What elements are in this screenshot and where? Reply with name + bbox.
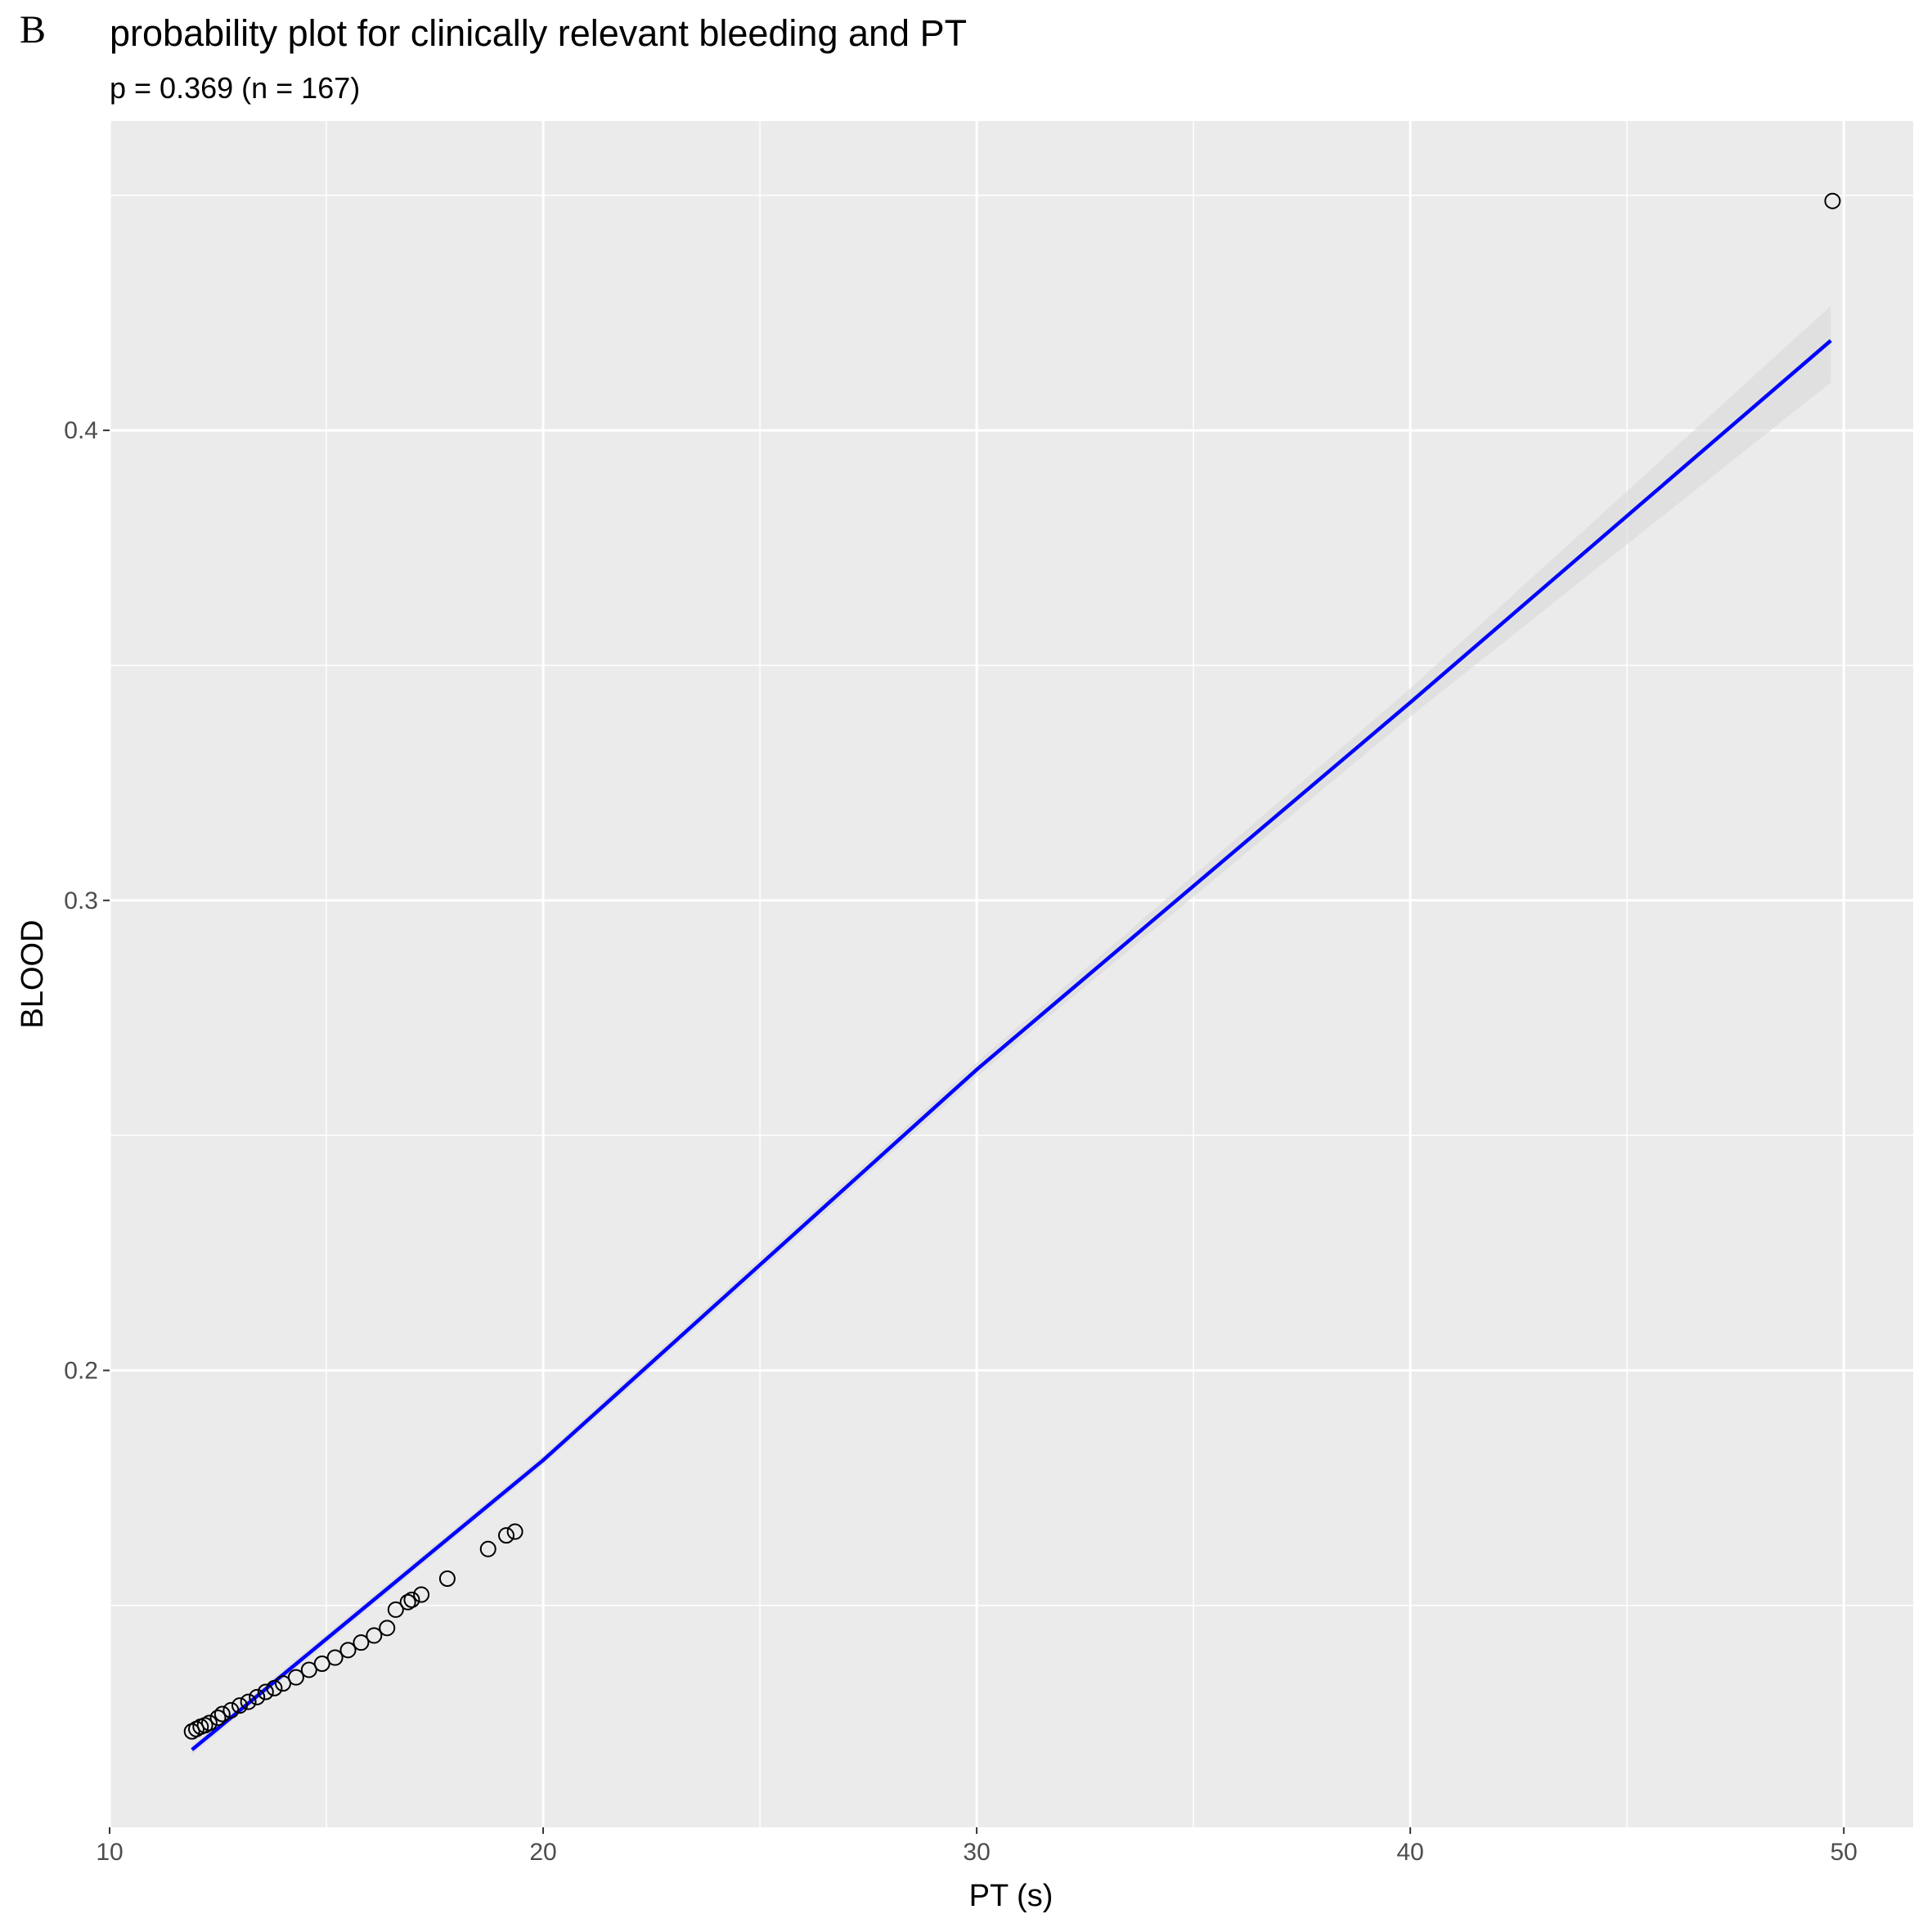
data-point <box>326 1649 344 1666</box>
x-tick-label: 30 <box>963 1839 990 1866</box>
data-point <box>300 1661 317 1678</box>
x-tick-label: 50 <box>1831 1839 1858 1866</box>
panel-label: B <box>20 8 46 52</box>
data-point <box>403 1591 420 1608</box>
data-point <box>257 1683 274 1701</box>
data-point <box>222 1701 240 1719</box>
data-point <box>1824 192 1841 209</box>
panel-background <box>110 121 1913 1827</box>
x-tick-label: 10 <box>96 1839 123 1866</box>
data-point <box>339 1642 357 1659</box>
data-point <box>379 1620 396 1637</box>
y-tick-label: 0.4 <box>64 417 98 444</box>
data-point <box>413 1586 430 1603</box>
data-point <box>387 1601 404 1618</box>
data-point <box>213 1705 231 1723</box>
y-tick-label: 0.2 <box>64 1357 98 1384</box>
data-point <box>438 1570 456 1588</box>
data-point <box>287 1669 304 1686</box>
y-tick-label: 0.3 <box>64 887 98 914</box>
data-point <box>497 1527 514 1544</box>
y-axis-label: BLOOD <box>16 919 50 1028</box>
chart-title: probability plot for clinically relevant… <box>110 12 967 54</box>
data-point <box>200 1714 218 1732</box>
data-point <box>313 1656 330 1673</box>
x-tick-label: 40 <box>1396 1839 1423 1866</box>
data-point <box>353 1634 370 1651</box>
data-point <box>275 1675 292 1692</box>
data-point <box>240 1693 257 1710</box>
data-point <box>479 1540 496 1557</box>
data-point <box>231 1697 249 1714</box>
data-point <box>266 1679 283 1696</box>
x-axis-label: PT (s) <box>969 1879 1054 1913</box>
data-point <box>399 1593 416 1611</box>
x-tick-label: 20 <box>529 1839 556 1866</box>
data-point <box>506 1523 523 1540</box>
data-point <box>249 1688 266 1705</box>
data-point <box>209 1710 227 1727</box>
fit-line <box>191 339 1832 1751</box>
data-point <box>366 1627 383 1644</box>
chart-subtitle: p = 0.369 (n = 167) <box>110 71 360 105</box>
